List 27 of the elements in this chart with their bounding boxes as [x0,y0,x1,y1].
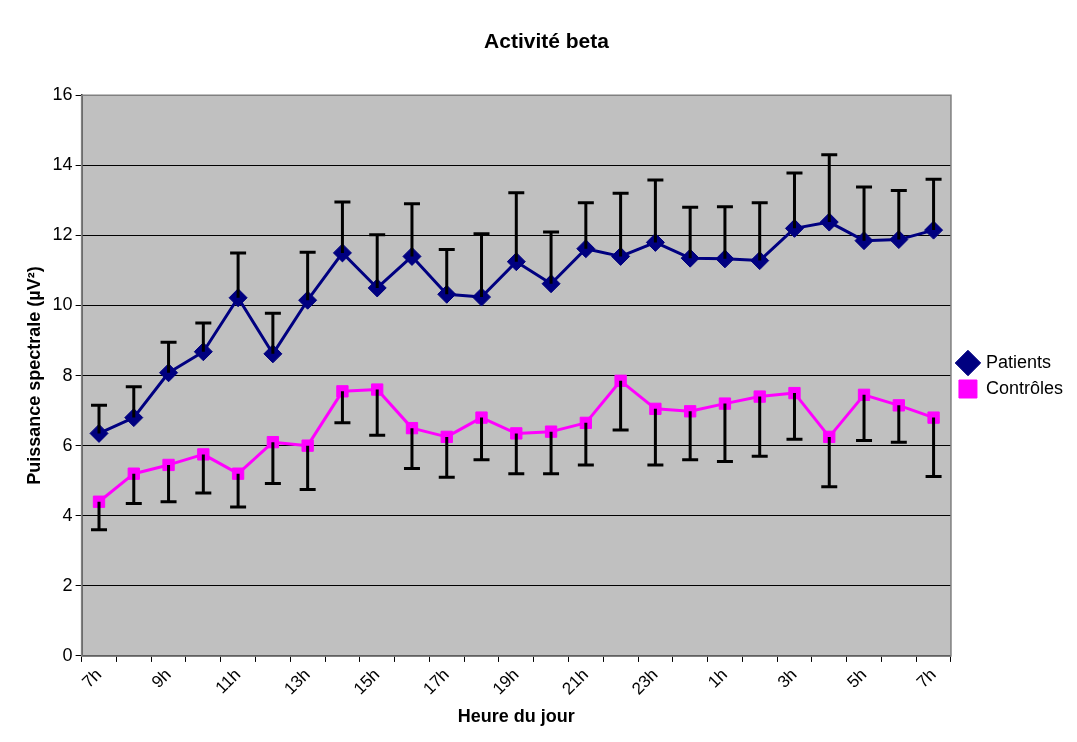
y-tick-label: 2 [62,574,73,595]
y-tick-label: 8 [62,364,73,385]
y-tick-label: 16 [52,84,73,105]
x-tick-label: 13h [280,664,314,699]
y-tick-label: 14 [52,154,73,175]
x-tick-label: 11h [211,664,245,698]
legend-label: Patients [985,351,1052,372]
x-tick-label: 5h [843,664,871,692]
x-tick-label: 17h [419,664,453,699]
y-tick-label: 4 [62,504,73,525]
x-tick-label: 3h [773,664,801,692]
y-tick-label: 6 [62,434,73,455]
chart-title: Activité beta [484,29,610,53]
y-tick-label: 12 [52,224,73,245]
x-tick-label: 15h [349,664,384,699]
x-tick-label: 9h [147,664,175,692]
x-axis-title: Heure du jour [457,706,575,727]
x-tick-label: 19h [488,664,523,699]
x-tick-label: 1h [704,664,732,692]
y-tick-label: 0 [62,644,73,665]
x-tick-label: 23h [628,664,662,699]
x-tick-label: 7h [912,664,940,692]
x-tick-label: 7h [78,664,106,692]
legend-label: Contrôles [985,377,1064,398]
y-axis-title: Puissance spectrale (µV²) [23,266,44,485]
x-tick-label: 21h [558,664,592,699]
y-tick-label: 10 [52,294,73,315]
